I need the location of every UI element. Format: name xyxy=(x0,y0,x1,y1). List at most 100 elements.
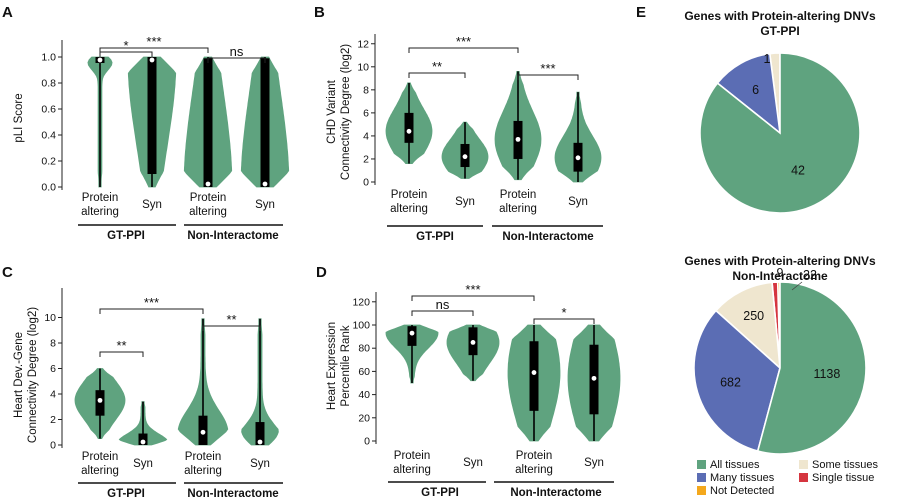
category-label: Syn xyxy=(463,457,483,469)
median-dot-1 xyxy=(97,397,103,403)
group-label: Non-Interactome xyxy=(502,231,593,243)
iqr-box-1 xyxy=(407,326,417,346)
category-label: Syn xyxy=(568,196,588,208)
pie-slice-label: 1138 xyxy=(813,367,840,381)
y-tick-label: 2 xyxy=(363,153,369,165)
y-tick-label: 0.8 xyxy=(41,78,56,90)
group-label: GT-PPI xyxy=(416,231,454,243)
significance-bracket xyxy=(411,295,535,301)
pie-slice-some-tissues xyxy=(714,281,781,370)
pie-leader-line xyxy=(791,281,803,291)
group-label: GT-PPI xyxy=(107,230,145,242)
y-tick-label: 2 xyxy=(50,414,56,426)
y-axis-label: CHD Variant Connectivity Degree (log2) xyxy=(326,44,352,180)
y-tick-label: 20 xyxy=(358,412,370,424)
category-label: Syn xyxy=(455,196,475,208)
y-axis-label-group: pLI Score xyxy=(13,93,25,142)
significance-bracket xyxy=(408,47,519,53)
legend-label: Some tissues xyxy=(812,459,879,471)
y-tick-label: 120 xyxy=(352,296,370,308)
iqr-box-3 xyxy=(203,58,213,187)
significance-bracket xyxy=(99,308,204,314)
y-tick-label: 40 xyxy=(358,389,370,401)
significance-label: *** xyxy=(540,61,555,76)
y-tick-label: 0.2 xyxy=(41,156,56,168)
significance-bracket xyxy=(207,57,266,63)
significance-label: ns xyxy=(230,44,244,59)
iqr-box-1 xyxy=(404,112,414,143)
iqr-box-4 xyxy=(255,422,265,445)
y-axis-label-group: Heart Expression Percentile Rank xyxy=(326,322,352,410)
y-tick-label: 0 xyxy=(363,177,369,189)
median-dot-2 xyxy=(462,154,468,160)
median-dot-4 xyxy=(575,155,581,161)
panel-c: C 0 2 4 6 8 10 Heart Dev.-Gene Connectivity Degr… xyxy=(2,264,283,500)
significance-bracket xyxy=(99,47,209,53)
median-dot-3 xyxy=(205,181,211,187)
legend-label: All tissues xyxy=(710,459,760,471)
y-tick-label: 0.6 xyxy=(41,104,56,116)
median-dot-2 xyxy=(140,439,146,445)
y-tick-label: 8 xyxy=(363,84,369,96)
significance-bracket xyxy=(411,310,474,316)
legend-label: Single tissue xyxy=(812,472,874,484)
legend-swatch xyxy=(697,486,706,495)
y-tick-label: 0 xyxy=(50,440,56,452)
panel-letter: C xyxy=(2,264,13,281)
pie-slice-all-tissues xyxy=(699,52,861,214)
significance-label: *** xyxy=(144,295,159,310)
y-axis-label: Heart Dev.-Gene Connectivity Degree (log2… xyxy=(13,307,39,443)
y-tick-label: 0.0 xyxy=(41,182,56,194)
group-label: GT-PPI xyxy=(107,488,145,500)
significance-bracket xyxy=(99,51,153,57)
median-dot-4 xyxy=(262,181,268,187)
panel-letter: E xyxy=(636,4,646,21)
pie-title: Genes with Protein-altering DNVs xyxy=(684,9,876,23)
significance-label: * xyxy=(123,38,128,53)
significance-bracket xyxy=(533,318,595,324)
iqr-box-2 xyxy=(147,57,157,174)
pie-title: GT-PPI xyxy=(760,24,799,38)
y-axis-label: Heart Expression Percentile Rank xyxy=(326,322,352,410)
group-label: GT-PPI xyxy=(421,487,459,499)
significance-bracket xyxy=(408,72,466,78)
category-label: Syn xyxy=(255,199,275,211)
pie-title: Non-Interactome xyxy=(732,269,828,283)
category-label: Syn xyxy=(133,458,153,470)
iqr-box-3 xyxy=(529,341,539,411)
panel-letter: D xyxy=(316,264,327,281)
significance-label: *** xyxy=(456,34,471,49)
category-label: Protein altering xyxy=(189,192,227,218)
pie-slice-label: 6 xyxy=(752,83,759,97)
median-dot-2 xyxy=(149,57,155,63)
y-tick-label: 6 xyxy=(50,363,56,375)
y-tick-label: 1.0 xyxy=(41,52,56,64)
legend-label: Many tissues xyxy=(710,472,775,484)
significance-bracket xyxy=(202,325,261,331)
category-label: Syn xyxy=(250,458,270,470)
pie-slice-all-tissues xyxy=(756,281,867,455)
category-label: Syn xyxy=(142,199,162,211)
pie-slice-label: 1 xyxy=(764,52,771,66)
significance-label: ** xyxy=(432,59,442,74)
y-tick-label: 10 xyxy=(357,61,369,73)
category-label: Syn xyxy=(584,457,604,469)
category-label: Protein altering xyxy=(81,192,119,218)
panel-a: A 0.0 0.2 0.4 0.6 0.8 1.0 pLI Score Protein alter… xyxy=(2,4,290,242)
iqr-box-4 xyxy=(260,58,270,187)
median-dot-3 xyxy=(531,370,537,375)
iqr-box-1 xyxy=(95,390,105,416)
pie-slice-label: 9 xyxy=(777,266,784,280)
y-tick-label: 100 xyxy=(352,320,370,332)
pie-slice-many-tissues xyxy=(716,52,782,135)
panel-letter: B xyxy=(314,4,325,21)
y-axis-label-group: Heart Dev.-Gene Connectivity Degree (log2… xyxy=(13,307,39,443)
legend-swatch xyxy=(697,473,706,482)
pie-slice-label: 250 xyxy=(743,309,764,323)
category-label: Protein altering xyxy=(393,450,431,476)
group-label: Non-Interactome xyxy=(187,488,278,500)
median-dot-1 xyxy=(406,128,412,134)
group-label: Non-Interactome xyxy=(187,230,278,242)
y-axis-label-group: CHD Variant Connectivity Degree (log2) xyxy=(326,44,352,180)
